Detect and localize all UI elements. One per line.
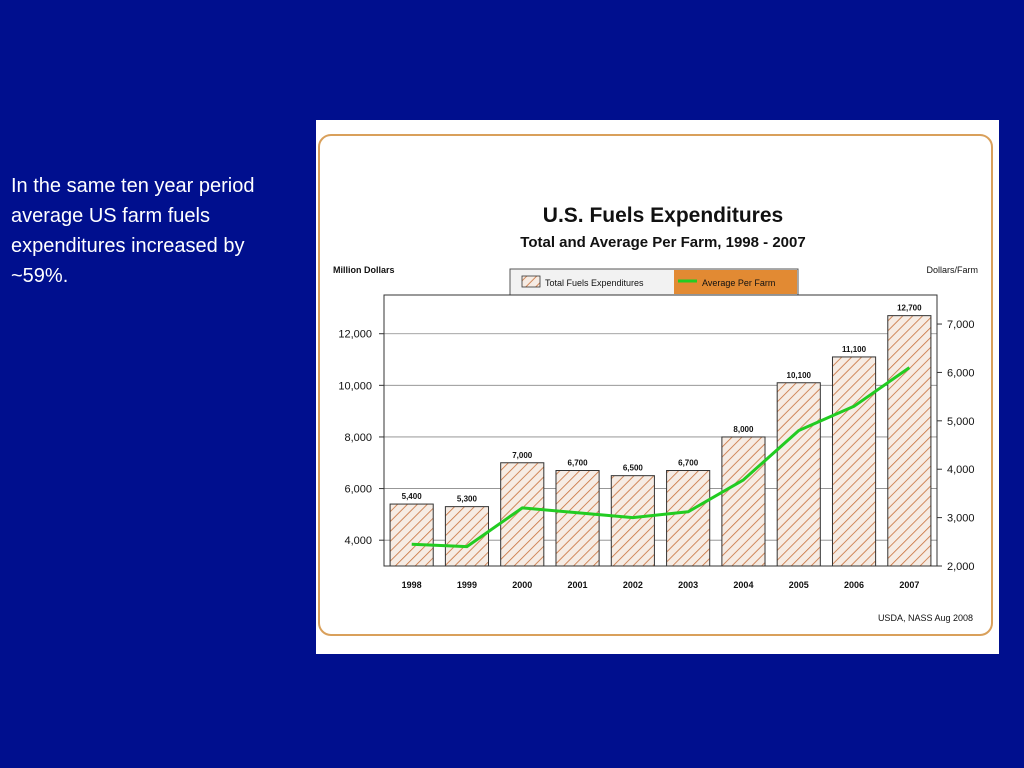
bar [721,436,766,567]
y2-tick-label: 3,000 [947,513,975,525]
y-axis-label: Million Dollars [333,265,395,275]
bar [887,315,932,567]
plot-area: 5,400 5,300 7,000 6,700 6,500 6,700 8,000 10,10… [338,294,975,590]
bar-value-label: 8,000 [733,425,754,434]
x-tick-label: 2007 [899,580,919,590]
fuels-chart: U.S. Fuels Expenditures Total and Averag… [318,134,993,636]
bar [776,382,821,567]
chart-figure: U.S. Fuels Expenditures Total and Averag… [316,120,999,654]
x-axis-ticks: 1998 1999 2000 2001 2002 2003 2004 2005 2006 2007 [402,580,920,590]
y2-axis-label: Dollars/Farm [926,265,978,275]
bar-value-label: 6,700 [568,459,589,468]
bar-value-label: 5,300 [457,495,478,504]
bar-value-label: 11,100 [842,345,867,354]
average-per-farm-line [411,366,911,549]
y2-tick-label: 6,000 [947,367,975,379]
bar [555,470,600,567]
bar [500,462,545,567]
y-tick-label: 8,000 [344,432,372,444]
y2-tick-label: 7,000 [947,319,975,331]
bar [831,356,877,567]
y2-tick-label: 2,000 [947,561,975,573]
plot-border [383,294,938,567]
y-tick-label: 12,000 [338,329,372,341]
bar-value-label: 12,700 [897,304,922,313]
y-tick-label: 4,000 [344,535,372,547]
legend-line-label: Average Per Farm [702,278,775,288]
chart-subtitle: Total and Average Per Farm, 1998 - 2007 [520,234,805,251]
bars [389,315,932,567]
y-tick-label: 10,000 [338,380,372,392]
y-tick-label: 6,000 [344,484,372,496]
bar-value-labels: 5,400 5,300 7,000 6,700 6,500 6,700 8,000 10,10… [402,304,923,504]
x-tick-label: 1998 [402,580,422,590]
bar-value-label: 7,000 [512,451,533,460]
x-tick-label: 2004 [733,580,753,590]
bar [389,503,434,567]
x-tick-label: 1999 [457,580,477,590]
chart-title: U.S. Fuels Expenditures [543,204,783,227]
x-tick-label: 2006 [844,580,864,590]
source-note: USDA, NASS Aug 2008 [878,613,973,623]
y2-axis-ticks: 2,000 3,000 4,000 5,000 6,000 7,000 [937,319,975,573]
y2-tick-label: 5,000 [947,416,975,428]
x-tick-label: 2003 [678,580,698,590]
x-tick-label: 2001 [568,580,588,590]
y-axis-ticks: 4,000 6,000 8,000 10,000 12,000 [338,329,384,547]
bar-value-label: 10,100 [787,371,812,380]
slide-caption: In the same ten year period average US f… [11,175,255,287]
legend: Total Fuels Expenditures Average Per Far… [509,268,799,296]
x-tick-label: 2002 [623,580,643,590]
x-tick-label: 2005 [789,580,809,590]
bar-value-label: 6,500 [623,464,644,473]
bar-value-label: 5,400 [402,492,423,501]
legend-bar-label: Total Fuels Expenditures [545,278,644,288]
bar-value-label: 6,700 [678,459,699,468]
y2-tick-label: 4,000 [947,464,975,476]
bar [610,475,655,567]
bar [666,470,711,567]
x-tick-label: 2000 [512,580,532,590]
legend-bar-swatch [521,275,541,288]
